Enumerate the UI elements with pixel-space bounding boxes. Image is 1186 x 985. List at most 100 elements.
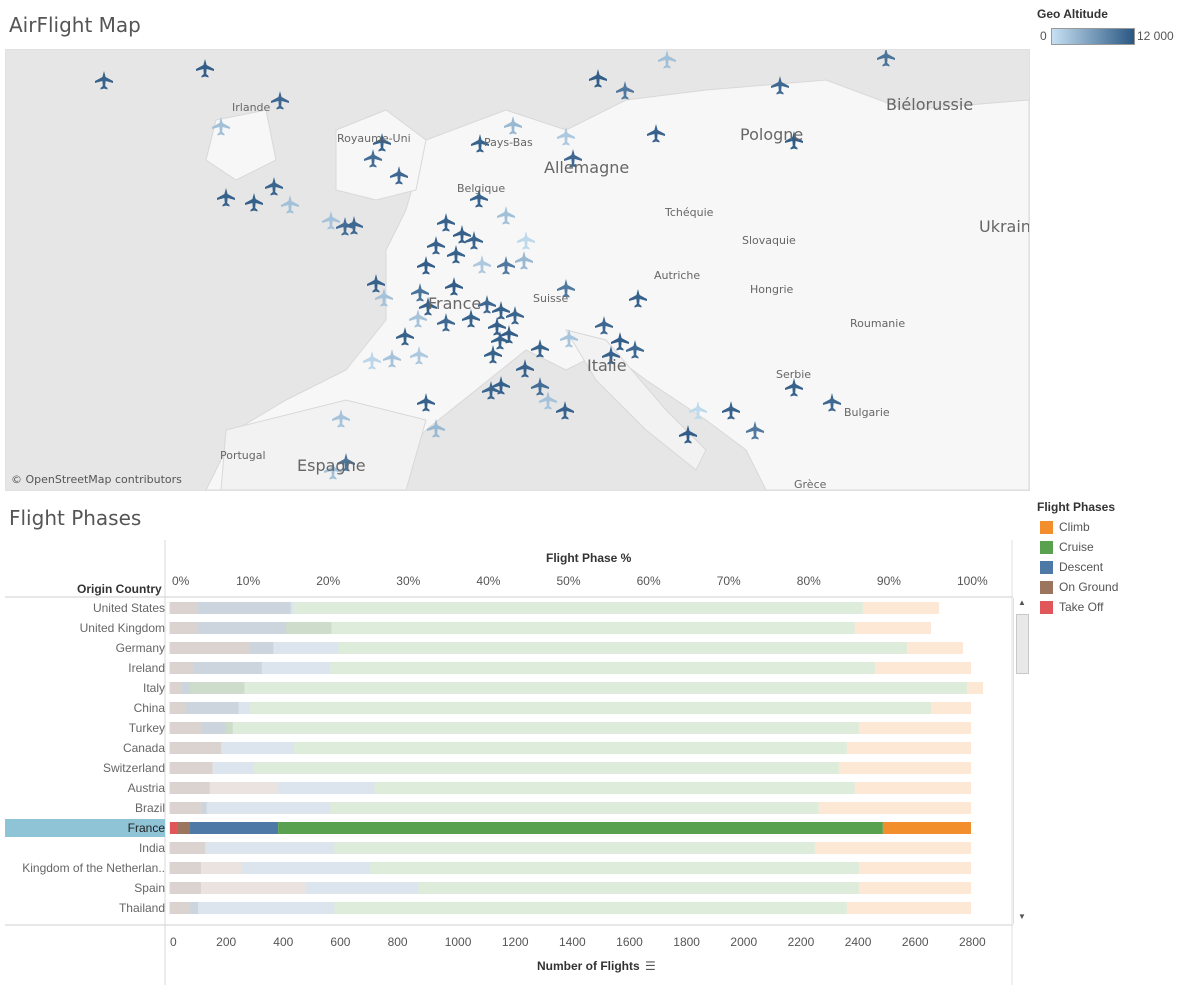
plane-icon[interactable] (363, 351, 381, 370)
plane-icon[interactable] (497, 206, 515, 225)
plane-icon[interactable] (473, 255, 491, 274)
phase-bar-segment[interactable] (854, 782, 971, 794)
phase-bar-segment[interactable] (178, 822, 191, 834)
plane-icon[interactable] (531, 339, 549, 358)
plane-icon[interactable] (471, 134, 489, 153)
plane-icon[interactable] (453, 225, 471, 244)
phase-bar-segment[interactable] (170, 622, 199, 634)
plane-icon[interactable] (689, 401, 707, 420)
count-bar[interactable] (169, 662, 262, 674)
count-bar[interactable] (169, 682, 245, 694)
plane-icon[interactable] (517, 231, 535, 250)
plane-icon[interactable] (364, 149, 382, 168)
phase-bar-segment[interactable] (170, 742, 223, 754)
country-label[interactable]: Italy (142, 681, 165, 695)
phase-bar-segment[interactable] (222, 742, 295, 754)
phase-bar-segment[interactable] (170, 882, 307, 894)
plane-icon[interactable] (447, 245, 465, 264)
phase-bar-segment[interactable] (874, 662, 971, 674)
country-label[interactable]: Austria (127, 781, 165, 795)
phase-bar-segment[interactable] (854, 622, 931, 634)
plane-icon[interactable] (785, 131, 803, 150)
phase-bar-segment[interactable] (930, 702, 971, 714)
phase-bar-segment[interactable] (334, 902, 847, 914)
plane-icon[interactable] (785, 378, 803, 397)
phase-bar-segment[interactable] (374, 782, 855, 794)
phase-bar-segment[interactable] (190, 682, 967, 694)
country-label[interactable]: China (133, 701, 165, 715)
phase-bar-segment[interactable] (170, 782, 279, 794)
country-label[interactable]: Ireland (128, 661, 165, 675)
plane-icon[interactable] (506, 306, 524, 325)
count-bar[interactable] (169, 702, 239, 714)
phase-bar-segment[interactable] (214, 762, 255, 774)
flight-map[interactable]: Irlande Royaume-Uni Pays-Bas Allemagne B… (5, 49, 1030, 491)
phase-bar-segment[interactable] (170, 722, 203, 734)
phase-bar-segment[interactable] (330, 662, 875, 674)
count-bar[interactable] (169, 862, 201, 874)
phase-bar-segment[interactable] (170, 842, 207, 854)
plane-icon[interactable] (647, 124, 665, 143)
count-bar[interactable] (169, 602, 291, 614)
phase-bar-segment[interactable] (858, 862, 971, 874)
country-label[interactable]: United Kingdom (79, 621, 165, 635)
plane-icon[interactable] (492, 376, 510, 395)
phase-bar-segment[interactable] (294, 602, 863, 614)
count-bar[interactable] (169, 722, 233, 734)
phase-bar-segment[interactable] (170, 862, 243, 874)
plane-icon[interactable] (516, 359, 534, 378)
phase-bar-segment[interactable] (206, 842, 335, 854)
country-label[interactable]: Switzerland (102, 761, 165, 775)
count-bar[interactable] (169, 742, 222, 754)
phase-bar-segment[interactable] (330, 802, 819, 814)
phase-bar-segment[interactable] (170, 762, 215, 774)
plane-icon[interactable] (823, 393, 841, 412)
plane-icon[interactable] (877, 50, 895, 67)
plane-icon[interactable] (332, 409, 350, 428)
flight-phases-chart[interactable]: Flight Phase % Origin Country Number of … (5, 540, 1030, 985)
plane-icon[interactable] (367, 274, 385, 293)
phase-bar-segment[interactable] (254, 762, 839, 774)
plane-icon[interactable] (410, 346, 428, 365)
plane-icon[interactable] (419, 297, 437, 316)
plane-icon[interactable] (488, 317, 506, 336)
phase-bar-segment[interactable] (334, 842, 815, 854)
plane-icon[interactable] (383, 349, 401, 368)
plane-icon[interactable] (504, 116, 522, 135)
phase-bar-segment[interactable] (242, 862, 371, 874)
country-label[interactable]: Germany (115, 641, 165, 655)
phase-bar-segment[interactable] (202, 802, 331, 814)
country-label[interactable]: Turkey (128, 721, 165, 735)
plane-icon[interactable] (245, 193, 263, 212)
phase-bar-segment[interactable] (250, 702, 931, 714)
phase-bar-segment[interactable] (190, 822, 279, 834)
plane-icon[interactable] (556, 401, 574, 420)
country-label[interactable]: Brazil (134, 801, 165, 815)
phase-bar-segment[interactable] (882, 822, 971, 834)
phase-bar-segment[interactable] (250, 642, 339, 654)
phase-bar-segment[interactable] (198, 602, 295, 614)
plane-icon[interactable] (616, 81, 634, 100)
phase-bar-segment[interactable] (286, 622, 855, 634)
plane-icon[interactable] (465, 231, 483, 250)
plane-icon[interactable] (497, 256, 515, 275)
plane-icon[interactable] (626, 340, 644, 359)
plane-icon[interactable] (427, 236, 445, 255)
plane-icon[interactable] (539, 391, 557, 410)
plane-icon[interactable] (589, 69, 607, 88)
plane-icon[interactable] (478, 295, 496, 314)
plane-icon[interactable] (337, 453, 355, 472)
plane-icon[interactable] (217, 188, 235, 207)
phase-bar-segment[interactable] (182, 682, 191, 694)
phase-bar-segment[interactable] (194, 662, 331, 674)
phase-bar-segment[interactable] (338, 642, 907, 654)
plane-icon[interactable] (445, 277, 463, 296)
scroll-thumb[interactable] (1016, 614, 1029, 674)
count-bar[interactable] (169, 622, 332, 634)
phase-legend-item[interactable]: Take Off (1040, 599, 1103, 615)
chart-scrollbar[interactable]: ▲ ▼ (1013, 598, 1030, 924)
plane-icon[interactable] (396, 327, 414, 346)
country-label[interactable]: France (127, 821, 165, 835)
phase-bar-segment[interactable] (202, 722, 227, 734)
plane-icon[interactable] (679, 425, 697, 444)
